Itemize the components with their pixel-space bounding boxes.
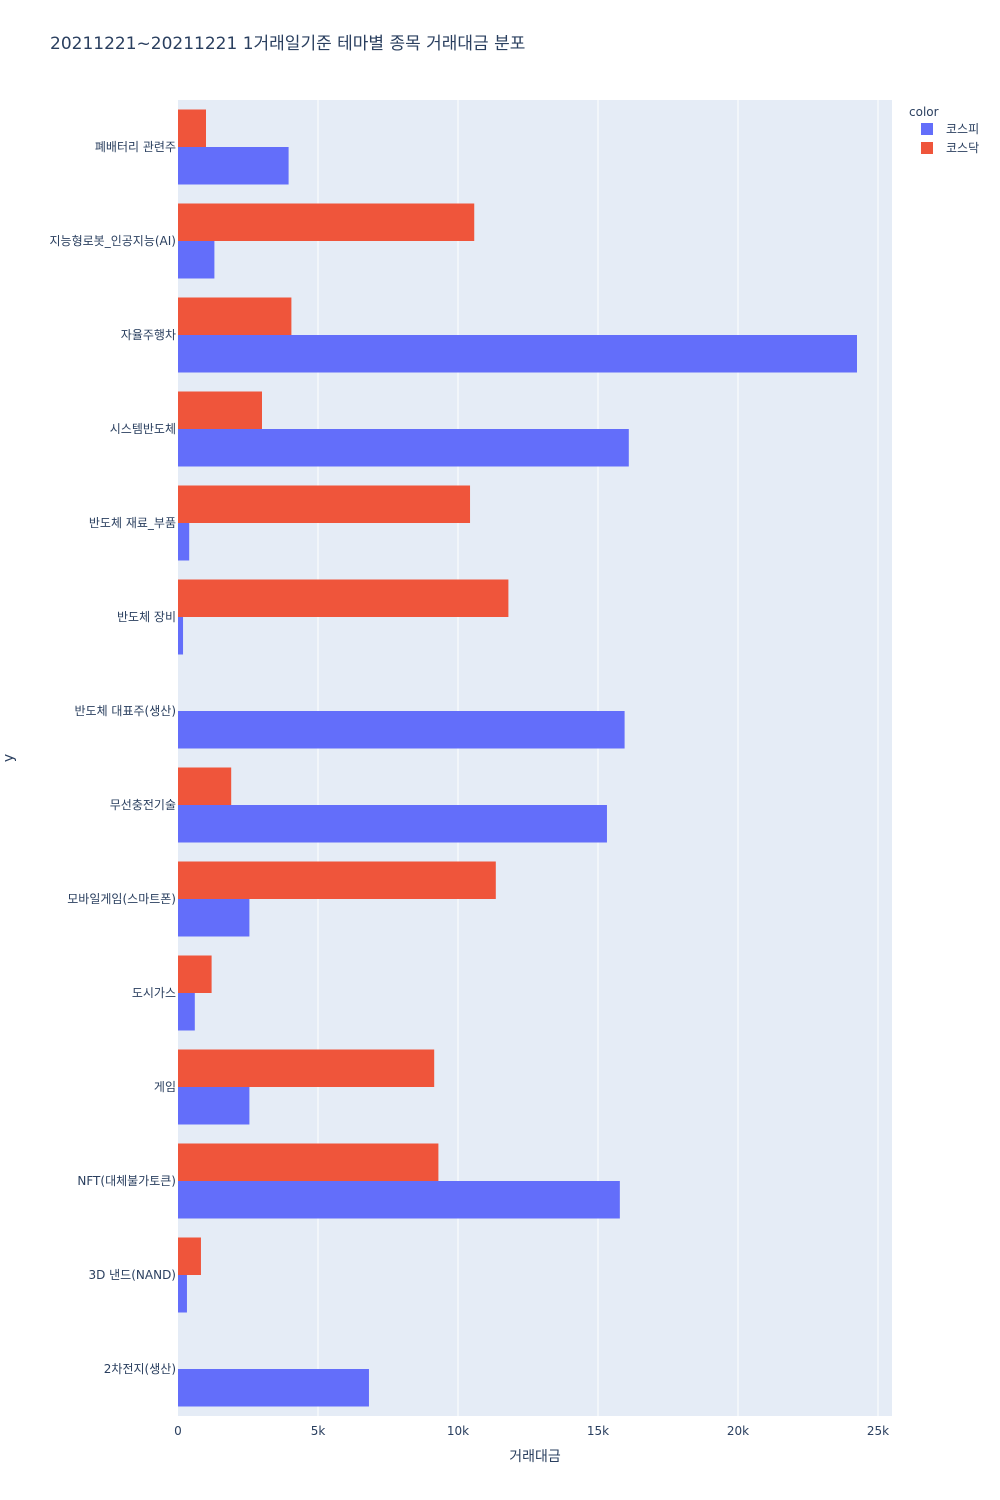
bar-kospi[interactable] — [178, 241, 215, 279]
y-tick-label: 2차전지(생산) — [104, 1362, 176, 1376]
legend-item-kospi[interactable]: 코스피 — [921, 122, 979, 136]
y-tick-label: 도시가스 — [132, 986, 176, 1000]
y-tick-label: 반도체 대표주(생산) — [75, 704, 177, 718]
bar-kosdaq[interactable] — [178, 579, 509, 618]
x-tick-label: 20k — [727, 1424, 749, 1438]
plot-area — [178, 100, 892, 1416]
y-tick-label: 반도체 재료_부품 — [89, 516, 176, 530]
bar-kospi[interactable] — [178, 335, 857, 373]
bar-kospi[interactable] — [178, 617, 184, 655]
bar-kospi[interactable] — [178, 1369, 369, 1407]
bar-kospi[interactable] — [178, 711, 625, 749]
legend-label-kosdaq: 코스닥 — [946, 141, 979, 155]
y-tick-label: 시스템반도체 — [110, 422, 176, 436]
y-tick-label: 모바일게임(스마트폰) — [67, 892, 176, 906]
y-tick-label: 폐배터리 관련주 — [95, 140, 176, 154]
bar-kospi[interactable] — [178, 993, 195, 1031]
bar-kosdaq[interactable] — [178, 203, 475, 242]
y-axis-title: y — [1, 754, 17, 762]
x-tick-labels: 0 5k 10k 15k 20k 25k — [174, 1424, 889, 1438]
bar-kospi[interactable] — [178, 899, 250, 937]
bar-kosdaq[interactable] — [178, 1049, 435, 1088]
bar-kosdaq[interactable] — [178, 109, 206, 148]
x-tick-label: 10k — [447, 1424, 469, 1438]
x-tick-label: 25k — [867, 1424, 889, 1438]
bar-kospi[interactable] — [178, 805, 607, 843]
y-tick-label: NFT(대체불가토큰) — [77, 1174, 176, 1188]
x-tick-label: 0 — [174, 1424, 182, 1438]
legend-title: color — [909, 105, 939, 119]
bar-kosdaq[interactable] — [178, 861, 496, 900]
x-tick-label: 5k — [311, 1424, 326, 1438]
bar-kospi[interactable] — [178, 147, 289, 185]
bar-kospi[interactable] — [178, 1181, 620, 1219]
y-tick-label: 무선충전기술 — [110, 798, 176, 812]
bar-kospi[interactable] — [178, 523, 190, 561]
bar-kosdaq[interactable] — [178, 1143, 439, 1182]
y-tick-label: 3D 낸드(NAND) — [88, 1268, 176, 1282]
legend-label-kospi: 코스피 — [946, 122, 979, 136]
x-tick-label: 15k — [587, 1424, 609, 1438]
y-tick-label: 자율주행차 — [121, 327, 176, 342]
legend-item-kosdaq[interactable]: 코스닥 — [921, 141, 979, 155]
bar-kosdaq[interactable] — [178, 485, 471, 524]
bar-kosdaq[interactable] — [178, 391, 262, 430]
bar-kosdaq[interactable] — [178, 1237, 201, 1276]
bar-kospi[interactable] — [178, 429, 629, 467]
bar-kosdaq[interactable] — [178, 955, 212, 994]
chart-title: 20211221~20211221 1거래일기준 테마별 종목 거래대금 분포 — [50, 34, 525, 54]
bar-kospi[interactable] — [178, 1087, 250, 1125]
bars-group — [178, 109, 857, 1407]
x-axis-title: 거래대금 — [509, 1449, 561, 1465]
legend-swatch-kospi — [921, 123, 933, 135]
legend-swatch-kosdaq — [921, 142, 933, 154]
y-tick-label: 게임 — [154, 1080, 176, 1094]
bar-kosdaq[interactable] — [178, 767, 232, 806]
y-tick-label: 지능형로봇_인공지능(AI) — [50, 234, 176, 248]
bar-kosdaq[interactable] — [178, 297, 292, 336]
y-tick-label: 반도체 장비 — [117, 610, 176, 624]
bar-kospi[interactable] — [178, 1275, 187, 1313]
legend: color 코스피 코스닥 — [909, 105, 979, 155]
